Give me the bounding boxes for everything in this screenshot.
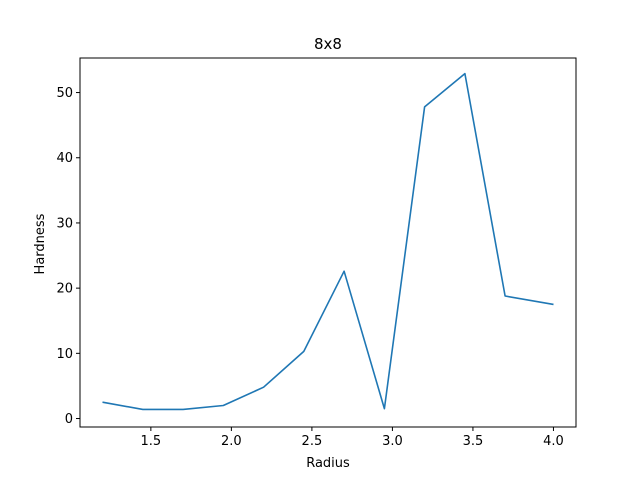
x-tick-label: 3.0 [382,434,403,449]
y-axis: 0 10 20 30 40 50 [56,86,80,427]
plot-area [79,57,577,428]
y-tick-label: 0 [65,412,73,427]
y-tick-label: 30 [56,216,73,231]
y-tick-label: 40 [56,151,73,166]
x-axis: 1.5 2.0 2.5 3.0 3.5 4.0 [141,427,564,449]
y-tick-label: 50 [56,86,73,101]
y-tick-label: 10 [56,347,73,362]
plot-frame [79,57,577,428]
chart-title: 8x8 [314,35,342,53]
x-tick-label: 1.5 [141,434,162,449]
y-tick-label: 20 [56,282,73,297]
x-tick-label: 4.0 [543,434,564,449]
x-tick-label: 2.5 [302,434,323,449]
y-axis-label: Hardness [33,213,48,274]
series-line-0 [102,72,554,411]
x-tick-label: 2.0 [221,434,242,449]
x-tick-label: 3.5 [463,434,484,449]
x-axis-label: Radius [306,456,350,471]
